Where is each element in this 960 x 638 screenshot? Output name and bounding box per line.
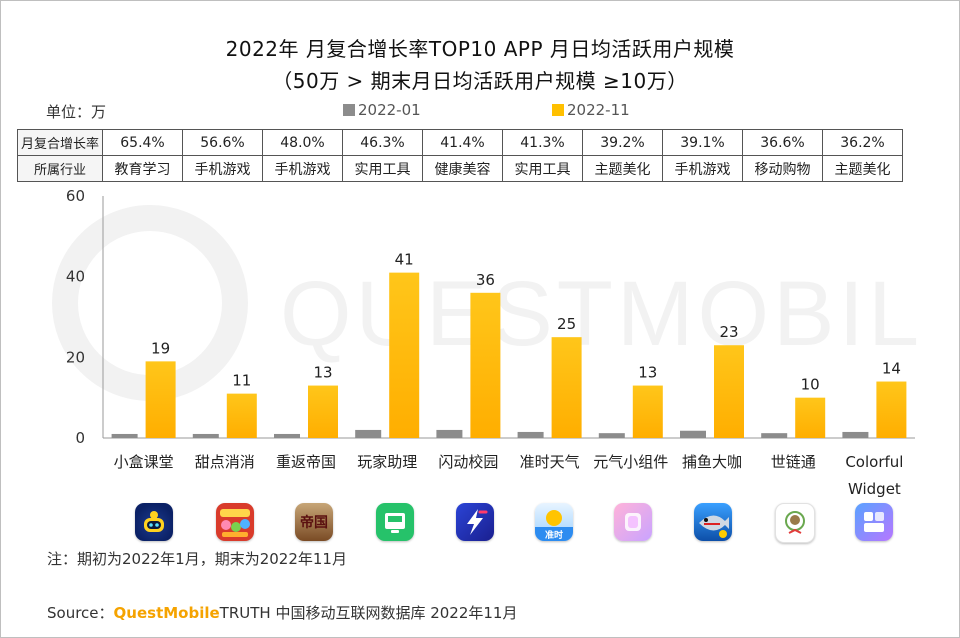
robot-app-icon: [135, 503, 173, 541]
bar-2022-01: [680, 430, 706, 438]
bar-2022-01: [842, 431, 869, 438]
bar-value-label: 19: [151, 339, 170, 357]
chart-subtitle: （50万 > 期末月日均活跃用户规模 ≥10万）: [272, 69, 688, 93]
source-prefix: Source：: [47, 604, 114, 622]
colorful-widget-icon: [855, 503, 893, 541]
industry-cell: 教育学习: [102, 155, 183, 182]
empire-game-icon: 帝国: [295, 503, 333, 541]
x-category-label: 闪动校园: [438, 453, 498, 471]
growth-cell: 41.3%: [502, 129, 583, 156]
source-line: Source：QuestMobileTRUTH 中国移动互联网数据库 2022年…: [47, 602, 517, 623]
bar-2022-11: [470, 292, 501, 438]
bar-2022-01: [111, 433, 138, 438]
widget-app-icon: [614, 503, 652, 541]
candy-game-icon: [216, 503, 254, 541]
bar-2022-01: [355, 429, 382, 438]
industry-cell: 移动购物: [742, 155, 823, 182]
y-tick-label: 0: [75, 429, 85, 447]
industry-cell: 主题美化: [582, 155, 663, 182]
bar-2022-11: [795, 397, 826, 438]
industry-cell: 手机游戏: [262, 155, 343, 182]
bar-value-label: 11: [232, 372, 251, 390]
chart-title: 2022年 月复合增长率TOP10 APP 月日均活跃用户规模: [225, 37, 735, 61]
bar-2022-11: [632, 385, 663, 438]
legend-item-2022-01: 2022-01: [343, 101, 421, 119]
bar-2022-11: [226, 393, 257, 438]
growth-row-header: 月复合增长率: [17, 129, 103, 156]
x-category-label: 元气小组件: [593, 453, 668, 471]
x-category-label: 玩家助理: [357, 453, 417, 471]
bar-chart: 0 20 40 60 19 小盒课堂 11 甜点消消 13 重返帝国 41 玩家助理 36 闪动校园 25…: [66, 187, 915, 498]
bar-2022-01: [436, 429, 463, 438]
weather-icon-text: 准时: [545, 529, 563, 541]
industry-cell: 主题美化: [822, 155, 903, 182]
legend-swatch-yellow: [552, 104, 564, 116]
bar-value-label: 13: [313, 364, 332, 382]
x-category-label: Colorful: [845, 453, 903, 471]
source-rest: TRUTH 中国移动互联网数据库 2022年11月: [219, 604, 518, 622]
weather-app-icon: 准时: [535, 503, 573, 541]
bar-2022-11: [145, 361, 176, 438]
bar-2022-11: [308, 385, 338, 438]
y-tick-label: 40: [66, 268, 85, 286]
y-tick-label: 20: [66, 348, 85, 366]
chain-app-icon: [775, 503, 815, 543]
info-table: 月复合增长率 65.4% 56.6% 48.0% 46.3% 41.4% 41.…: [17, 129, 903, 182]
x-category-label: 世链通: [771, 453, 816, 471]
x-category-label: 捕鱼大咖: [682, 453, 742, 471]
growth-cell: 36.2%: [822, 129, 903, 156]
assistant-app-icon: [376, 503, 414, 541]
bar-value-label: 25: [557, 315, 576, 333]
bar-2022-11: [389, 272, 420, 438]
legend-label: 2022-01: [358, 101, 421, 119]
bar-2022-01: [274, 433, 300, 438]
legend-item-2022-11: 2022-11: [552, 101, 630, 119]
x-category-label: Widget: [848, 480, 901, 498]
bar-2022-01: [517, 431, 544, 438]
lightning-app-icon: [456, 503, 494, 541]
growth-cell: 39.2%: [582, 129, 663, 156]
bar-2022-01: [192, 433, 219, 438]
empire-icon-text: 帝国: [300, 514, 328, 531]
bar-2022-01: [598, 433, 625, 438]
industry-row: 所属行业 教育学习 手机游戏 手机游戏 实用工具 健康美容 实用工具 主题美化 …: [17, 155, 903, 182]
bar-2022-11: [714, 345, 744, 438]
bar-value-label: 36: [476, 271, 495, 289]
x-category-label: 重返帝国: [276, 453, 336, 471]
bar-2022-01: [761, 433, 788, 438]
growth-cell: 41.4%: [422, 129, 503, 156]
bar-value-label: 10: [801, 376, 820, 394]
industry-row-header: 所属行业: [17, 155, 103, 182]
legend-swatch-gray: [343, 104, 355, 116]
industry-cell: 健康美容: [422, 155, 503, 182]
bar-value-label: 13: [638, 364, 657, 382]
bar-value-label: 41: [395, 251, 414, 269]
source-brand: QuestMobile: [113, 604, 220, 622]
x-category-label: 准时天气: [520, 453, 580, 471]
unit-label: 单位：万: [46, 103, 107, 121]
growth-cell: 65.4%: [102, 129, 183, 156]
industry-cell: 手机游戏: [182, 155, 263, 182]
x-category-label: 小盒课堂: [114, 453, 174, 471]
bar-2022-11: [551, 337, 582, 438]
bar-value-label: 14: [882, 360, 901, 378]
fishing-game-icon: [694, 503, 732, 541]
legend-label: 2022-11: [567, 101, 630, 119]
growth-cell: 36.6%: [742, 129, 823, 156]
y-tick-label: 60: [66, 187, 85, 205]
bar-value-label: 23: [719, 323, 738, 341]
bar-2022-11: [876, 381, 907, 438]
x-category-label: 甜点消消: [195, 453, 255, 471]
footnote: 注：期初为2022年1月，期末为2022年11月: [47, 550, 347, 568]
